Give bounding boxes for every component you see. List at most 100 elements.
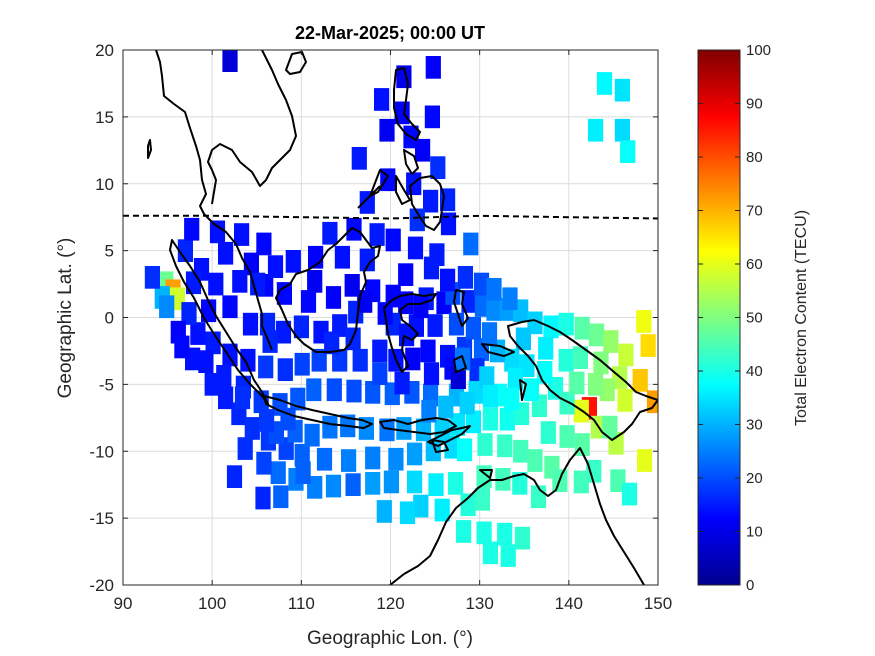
coast-new-guinea xyxy=(507,319,658,441)
tec-cell xyxy=(636,310,652,333)
tec-cell xyxy=(474,488,490,511)
tec-cell xyxy=(618,343,634,367)
tec-cell xyxy=(209,220,226,244)
tec-cell xyxy=(586,459,602,483)
coast-hainan xyxy=(285,51,307,75)
tec-cell xyxy=(159,295,175,319)
tec-cell xyxy=(306,378,322,402)
tec-cell xyxy=(234,386,251,410)
tec-cell xyxy=(201,299,217,323)
tec-cell xyxy=(558,348,574,372)
tec-cell xyxy=(275,320,292,344)
tec-cell xyxy=(559,391,575,415)
tec-cell xyxy=(351,147,367,170)
tec-cell xyxy=(379,418,395,442)
tec-cell xyxy=(334,245,350,269)
x-axis-label: Geographic Lon. (°) xyxy=(307,628,473,649)
tec-cell xyxy=(497,434,513,458)
tec-cell xyxy=(324,331,340,355)
tec-cell xyxy=(332,348,348,372)
x-tick-label: 120 xyxy=(376,594,404,613)
tec-cell xyxy=(304,423,320,447)
coast-java xyxy=(263,395,373,429)
axis-ticks xyxy=(122,49,659,586)
tec-cell xyxy=(423,256,440,280)
tec-cell xyxy=(204,373,220,396)
coast-borneo xyxy=(275,227,381,353)
tec-cell xyxy=(184,217,200,241)
x-tick-label: 140 xyxy=(555,594,583,613)
tec-cell xyxy=(499,407,515,431)
tec-cell xyxy=(420,339,436,363)
tec-cell xyxy=(365,472,381,495)
tec-cell xyxy=(374,88,390,111)
tec-cell xyxy=(376,500,392,523)
tec-cell xyxy=(482,407,498,431)
tec-cell xyxy=(300,290,317,313)
tec-cell xyxy=(255,486,271,510)
x-tick-label: 110 xyxy=(288,594,315,613)
tec-cell xyxy=(185,271,202,295)
tec-cell xyxy=(602,415,618,439)
tec-cell xyxy=(379,118,395,142)
tec-cell xyxy=(234,223,250,246)
tec-cell xyxy=(438,395,454,419)
colorbar-tick-label: 40 xyxy=(746,363,763,380)
tec-cell xyxy=(322,415,338,439)
coast-sulawesi xyxy=(383,293,437,373)
tec-cell xyxy=(365,446,381,470)
tec-cell xyxy=(218,241,234,265)
colorbar-tick-label: 80 xyxy=(746,149,763,166)
tec-cell xyxy=(232,270,248,293)
tec-cell xyxy=(372,339,388,363)
tec-cell xyxy=(614,78,630,102)
tec-cell xyxy=(316,447,333,471)
tec-cell xyxy=(614,118,630,142)
tec-cell xyxy=(398,263,414,286)
tec-cell xyxy=(482,541,498,565)
tec-cell xyxy=(311,348,327,372)
tec-cell xyxy=(341,449,357,472)
tec-cell xyxy=(460,493,476,517)
tec-cell xyxy=(174,335,190,359)
tec-cell xyxy=(359,191,375,214)
tec-cell xyxy=(222,343,238,367)
tec-cell xyxy=(513,439,529,463)
tec-cell xyxy=(413,494,429,518)
tec-cell xyxy=(405,347,421,371)
tec-cell xyxy=(409,208,425,232)
coast-halmahera xyxy=(453,289,469,327)
tec-cell xyxy=(423,189,439,213)
colorbar-label: Total Electron Content (TECU) xyxy=(793,210,810,426)
tec-cell xyxy=(394,371,410,395)
tec-cell xyxy=(434,498,450,522)
tec-cell xyxy=(603,330,619,353)
coast-islets xyxy=(431,355,527,479)
tec-cell xyxy=(497,522,513,546)
y-tick-label: -5 xyxy=(99,375,114,394)
colorbar xyxy=(697,49,741,586)
tec-cell xyxy=(588,118,604,142)
colorbar-ticks xyxy=(698,49,740,586)
tec-cell xyxy=(588,373,604,396)
tec-cell xyxy=(456,438,473,462)
tec-cell xyxy=(322,221,338,245)
colorbar-tick-label: 90 xyxy=(746,96,763,113)
tec-cell xyxy=(620,140,636,163)
tec-cell xyxy=(415,138,431,162)
tec-cell xyxy=(256,451,272,475)
tec-cell xyxy=(307,270,323,293)
tec-cell xyxy=(512,472,528,495)
tec-cell xyxy=(596,72,613,95)
colorbar-tick-label: 50 xyxy=(746,310,763,327)
tec-cell xyxy=(294,443,310,467)
x-tick-label: 150 xyxy=(644,594,672,613)
tec-cell xyxy=(486,278,502,301)
tec-cell xyxy=(514,526,531,550)
y-tick-label: 10 xyxy=(95,175,114,194)
coast-luzon xyxy=(393,67,421,141)
tec-cell xyxy=(372,362,388,385)
tec-cell xyxy=(359,248,375,272)
coast-visayas xyxy=(369,149,419,205)
tec-cell xyxy=(428,473,444,496)
